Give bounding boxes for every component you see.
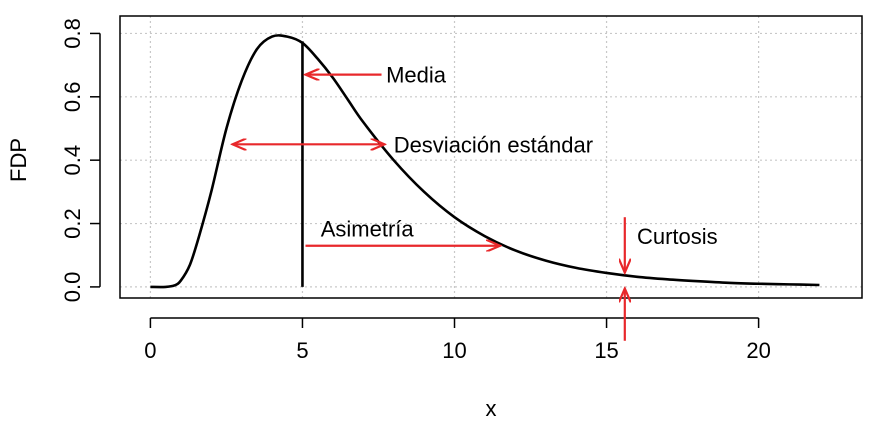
y-tick-label-3: 0.6 [60, 82, 85, 113]
x-axis: 0 5 10 15 20 [144, 317, 771, 363]
annotation-layer [233, 75, 625, 341]
x-tick-label-1: 5 [296, 338, 308, 363]
x-axis-label: x [486, 396, 497, 421]
x-tick-label-0: 0 [144, 338, 156, 363]
y-axis: 0.0 0.2 0.4 0.6 0.8 [60, 18, 101, 303]
x-tick-label-2: 10 [442, 338, 466, 363]
y-tick-label-2: 0.4 [60, 145, 85, 176]
y-tick-label-4: 0.8 [60, 18, 85, 49]
series-layer [150, 34, 820, 289]
annotation-asimetria-label: Asimetría [321, 216, 415, 241]
annotation-media-label: Media [386, 63, 447, 88]
y-tick-label-1: 0.2 [60, 208, 85, 239]
density-curve [150, 34, 820, 289]
plot-frame [119, 15, 863, 299]
x-tick-label-4: 20 [746, 338, 770, 363]
x-tick-label-3: 15 [594, 338, 618, 363]
annotation-desviacion-label: Desviación estándar [394, 132, 593, 157]
y-tick-label-0: 0.0 [60, 272, 85, 303]
annotation-curtosis-label: Curtosis [637, 224, 718, 249]
y-axis-label: FDP [6, 138, 31, 182]
